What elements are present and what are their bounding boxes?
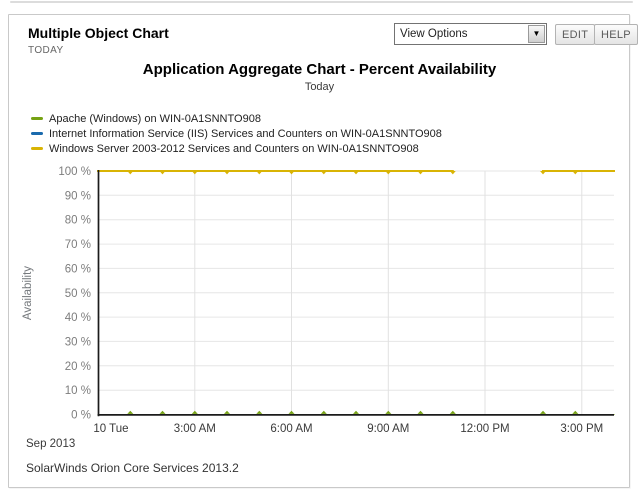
data-marker — [159, 410, 166, 414]
data-marker — [385, 410, 392, 414]
footer-version-text: SolarWinds Orion Core Services 2013.2 — [26, 461, 239, 475]
legend-label: Internet Information Service (IIS) Servi… — [49, 127, 442, 140]
legend-item-iis: Internet Information Service (IIS) Servi… — [31, 126, 442, 141]
data-marker — [353, 410, 359, 414]
edit-button[interactable]: EDIT — [555, 24, 596, 45]
x-tick-label: 3:00 PM — [560, 423, 603, 435]
data-marker — [224, 171, 230, 175]
y-tick-label: 80 % — [65, 215, 91, 227]
data-marker — [191, 171, 198, 175]
data-marker — [256, 410, 263, 414]
data-marker — [540, 171, 546, 175]
widget-title: Multiple Object Chart — [28, 25, 169, 41]
y-tick-label: 100 % — [58, 166, 91, 178]
data-marker — [256, 171, 263, 175]
x-tick-label: 9:00 AM — [367, 423, 409, 435]
y-tick-label: 60 % — [65, 263, 91, 275]
x-tick-label: 10 Tue — [93, 423, 128, 435]
data-marker — [191, 410, 198, 414]
y-tick-label: 50 % — [65, 288, 91, 300]
data-marker — [417, 410, 424, 414]
data-marker — [224, 410, 230, 414]
legend-label: Apache (Windows) on WIN-0A1SNNTO908 — [49, 112, 261, 125]
x-tick-label: 3:00 AM — [174, 423, 216, 435]
legend-label: Windows Server 2003-2012 Services and Co… — [49, 142, 419, 155]
dropdown-arrow-icon[interactable]: ▼ — [528, 25, 545, 43]
y-tick-label: 20 % — [65, 361, 91, 373]
legend-item-windows-server: Windows Server 2003-2012 Services and Co… — [31, 141, 442, 156]
data-marker — [320, 171, 327, 175]
legend-swatch-green — [31, 117, 43, 120]
data-marker — [288, 410, 295, 414]
top-divider — [10, 1, 633, 3]
x-tick-label: 6:00 AM — [270, 423, 312, 435]
multiple-object-chart-widget: Multiple Object Chart TODAY View Options… — [8, 14, 638, 488]
data-marker — [320, 410, 327, 414]
data-marker — [572, 410, 579, 414]
y-tick-label: 10 % — [65, 385, 91, 397]
y-tick-label: 90 % — [65, 190, 91, 202]
data-marker — [540, 410, 546, 414]
data-marker — [127, 171, 134, 175]
data-marker — [385, 171, 392, 175]
y-tick-label: 0 % — [71, 410, 91, 422]
chart-title: Application Aggregate Chart - Percent Av… — [142, 61, 497, 78]
data-marker — [288, 171, 295, 175]
data-marker — [449, 171, 456, 175]
view-options-select[interactable]: View Options ▼ — [394, 23, 547, 45]
availability-line-chart[interactable]: 100 % 90 % 80 % 70 % 60 % 50 % 40 % 30 % 20 % 10 … — [9, 159, 630, 459]
y-tick-label: 40 % — [65, 312, 91, 324]
y-tick-label: 70 % — [65, 239, 91, 251]
data-marker — [159, 171, 166, 175]
view-options-selected-value: View Options — [400, 28, 468, 40]
chart-subtitle: Today — [304, 81, 335, 93]
help-button[interactable]: HELP — [594, 24, 638, 45]
chart-legend: Apache (Windows) on WIN-0A1SNNTO908 Inte… — [31, 111, 442, 156]
x-tick-label: 12:00 PM — [460, 423, 509, 435]
data-marker — [127, 410, 134, 414]
data-marker — [572, 171, 579, 175]
legend-swatch-blue — [31, 132, 43, 135]
data-marker — [449, 410, 456, 414]
y-tick-label: 30 % — [65, 336, 91, 348]
data-marker — [417, 171, 424, 175]
data-marker — [353, 171, 359, 175]
widget-period-label: TODAY — [28, 45, 64, 56]
month-context-label: Sep 2013 — [26, 438, 75, 450]
legend-item-apache: Apache (Windows) on WIN-0A1SNNTO908 — [31, 111, 442, 126]
legend-swatch-yellow — [31, 147, 43, 150]
y-axis-title: Availability — [22, 266, 34, 320]
